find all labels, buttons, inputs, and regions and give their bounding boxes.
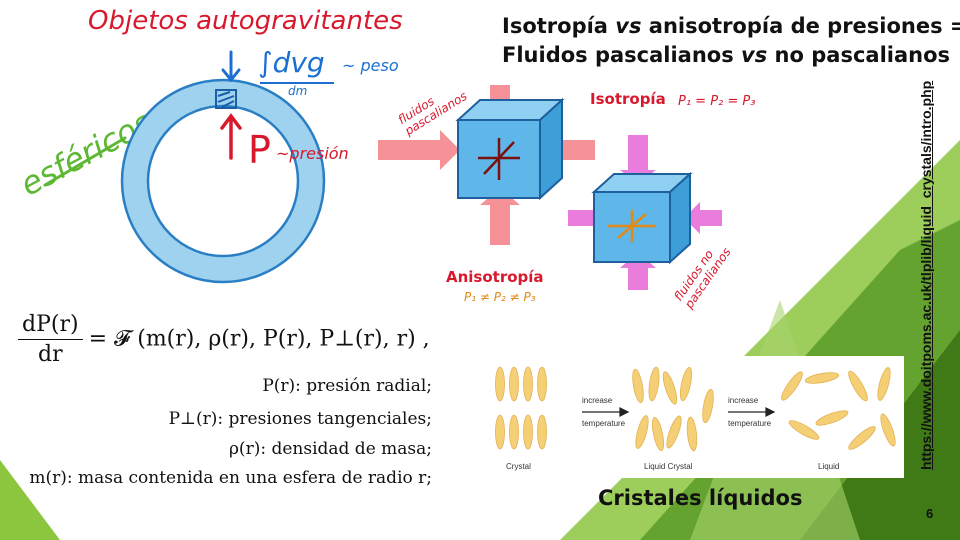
derivative-numerator: dP(r) [18, 312, 83, 340]
arrow2-label-top: increase [728, 396, 759, 405]
isotropia-label: Isotropía [590, 90, 666, 108]
main-equation: dP(r) dr = 𝓕 (m(r), ρ(r), P(r), P⊥(r), r… [18, 312, 430, 367]
definition-mass-density: ρ(r): densidad de masa; [228, 439, 432, 459]
liquid-crystals-title: Cristales líquidos [598, 486, 803, 510]
slide-title: Isotropía vs anisotropía de presiones = … [502, 14, 960, 67]
force-arrows [220, 50, 242, 160]
definition-enclosed-mass: m(r): masa contenida en una esfera de ra… [29, 468, 432, 488]
isotropic-cube [455, 97, 565, 201]
derivative-fraction: dP(r) dr [18, 312, 83, 367]
equation-rhs: = 𝓕 (m(r), ρ(r), P(r), P⊥(r), r) , [88, 326, 430, 352]
p-symbol: P [248, 128, 271, 172]
page-number: 6 [926, 506, 934, 521]
anisotropia-label: Anisotropía [446, 268, 544, 286]
esfericos-underline [43, 136, 127, 187]
weight-expression: ∫dvg [258, 46, 325, 79]
label-liquid: Liquid [818, 462, 840, 471]
arrow1-label-top: increase [582, 396, 613, 405]
weight-denominator: dm [288, 84, 308, 98]
handwritten-objetos: Objetos autogravitantes [88, 6, 403, 36]
isotropia-equation: P₁ = P₂ = P₃ [678, 94, 756, 109]
liquid-crystal-figure: increase temperature increase temperatur… [486, 356, 904, 478]
derivative-denominator: dr [37, 342, 63, 367]
liquid-crystal-rods [495, 366, 896, 452]
anisotropia-equation: P₁ ≠ P₂ ≠ P₃ [464, 290, 536, 304]
definition-tangential-pressure: P⊥(r): presiones tangenciales; [168, 409, 432, 429]
sphere-ring [120, 78, 326, 284]
arrow2-label-bottom: temperature [728, 419, 772, 428]
weight-fraction-bar [260, 82, 334, 84]
peso-label: ~ peso [342, 56, 399, 75]
definition-radial-pressure: P(r): presión radial; [262, 376, 432, 396]
label-crystal: Crystal [506, 462, 531, 471]
source-link[interactable]: https://www.doitpoms.ac.uk/tlplib/liquid… [918, 80, 934, 470]
label-liquid-crystal: Liquid Crystal [644, 462, 693, 471]
presion-label: ~presión [276, 144, 349, 163]
anisotropic-cube [591, 171, 693, 265]
pressure-cubes-diagram [378, 85, 722, 290]
arrow1-label-bottom: temperature [582, 419, 626, 428]
